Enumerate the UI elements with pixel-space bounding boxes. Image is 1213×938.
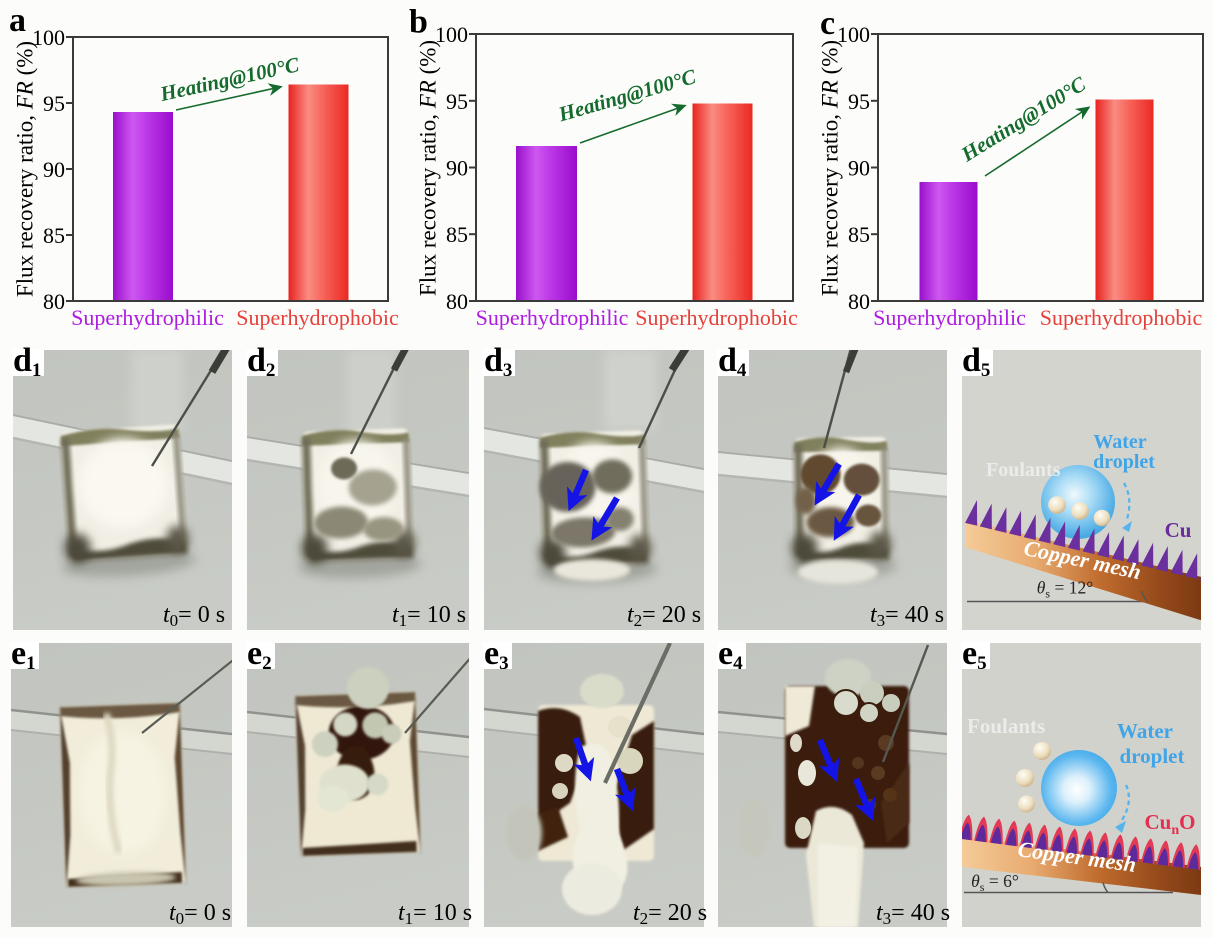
svg-text:100: 100 <box>435 22 468 47</box>
svg-text:95: 95 <box>446 89 468 114</box>
svg-text:Superhydrophilic: Superhydrophilic <box>873 305 1026 330</box>
svg-text:Superhydrophilic: Superhydrophilic <box>476 305 629 330</box>
svg-text:Superhydrophobic: Superhydrophobic <box>635 305 798 330</box>
svg-text:b: b <box>409 4 428 41</box>
svg-text:Flux recovery ratio, FR (%): Flux recovery ratio, FR (%) <box>416 40 441 296</box>
svg-text:Foulants: Foulants <box>986 459 1061 481</box>
svg-text:Superhydrophobic: Superhydrophobic <box>236 305 399 330</box>
svg-text:80: 80 <box>848 289 870 314</box>
svg-text:90: 90 <box>446 156 468 181</box>
svg-text:80: 80 <box>43 289 65 314</box>
svg-text:Superhydrophobic: Superhydrophobic <box>1040 305 1203 330</box>
svg-text:a: a <box>9 2 26 39</box>
svg-text:droplet: droplet <box>1120 744 1185 768</box>
svg-text:droplet: droplet <box>1093 451 1155 473</box>
svg-text:Foulants: Foulants <box>967 714 1045 738</box>
svg-text:100: 100 <box>32 25 65 50</box>
svg-text:Water: Water <box>1117 719 1173 743</box>
svg-text:95: 95 <box>43 91 65 116</box>
svg-text:100: 100 <box>837 22 870 47</box>
svg-text:c: c <box>820 5 835 42</box>
svg-text:θs = 6°: θs = 6° <box>971 871 1019 894</box>
svg-text:CunO: CunO <box>1145 810 1196 838</box>
svg-text:95: 95 <box>848 89 870 114</box>
svg-text:80: 80 <box>446 289 468 314</box>
svg-text:Cu: Cu <box>1165 518 1192 542</box>
svg-text:Flux recovery ratio, FR (%): Flux recovery ratio, FR (%) <box>13 41 38 297</box>
svg-text:Water: Water <box>1093 431 1146 453</box>
svg-text:90: 90 <box>43 157 65 182</box>
svg-text:θs = 12°: θs = 12° <box>1037 578 1093 601</box>
svg-text:85: 85 <box>43 223 65 248</box>
svg-text:Flux recovery ratio, FR (%): Flux recovery ratio, FR (%) <box>818 40 843 296</box>
svg-text:Superhydrophilic: Superhydrophilic <box>71 305 224 330</box>
svg-text:85: 85 <box>848 222 870 247</box>
svg-text:85: 85 <box>446 222 468 247</box>
svg-text:Heating@100°C: Heating@100°C <box>555 64 699 127</box>
svg-text:90: 90 <box>848 156 870 181</box>
